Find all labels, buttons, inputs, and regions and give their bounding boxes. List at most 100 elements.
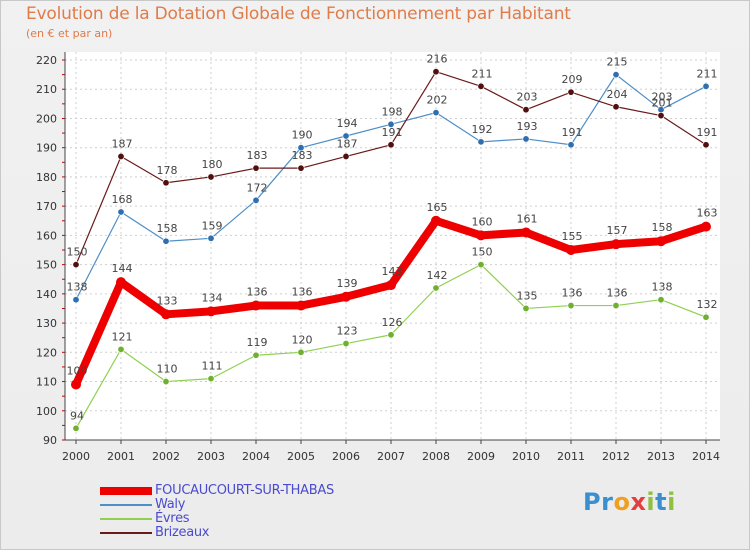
data-label-vres: 94 bbox=[70, 409, 84, 422]
data-point-foucaucourt-sur-thabas bbox=[611, 239, 621, 250]
data-point-foucaucourt-sur-thabas bbox=[341, 291, 351, 302]
data-label-brizeaux: 180 bbox=[202, 158, 223, 171]
legend-label: Évres bbox=[155, 511, 190, 526]
chart-subtitle: (en € et par an) bbox=[26, 27, 113, 40]
data-label-foucaucourt-sur-thabas: 136 bbox=[292, 286, 313, 299]
data-point-vres bbox=[387, 331, 395, 339]
x-tick-label: 2006 bbox=[332, 450, 360, 463]
data-label-foucaucourt-sur-thabas: 136 bbox=[247, 286, 268, 299]
data-point-vres bbox=[342, 340, 350, 348]
data-label-waly: 193 bbox=[517, 120, 538, 133]
data-point-waly bbox=[387, 120, 395, 128]
y-tick-label: 210 bbox=[36, 83, 57, 96]
data-label-waly: 198 bbox=[382, 105, 403, 118]
legend-label: FOUCAUCOURT-SUR-THABAS bbox=[155, 483, 334, 498]
data-label-brizeaux: 209 bbox=[562, 73, 583, 86]
y-tick-label: 120 bbox=[36, 346, 57, 359]
data-point-vres bbox=[612, 302, 620, 310]
x-tick-label: 2000 bbox=[62, 450, 90, 463]
data-point-vres bbox=[657, 296, 665, 304]
data-label-waly: 211 bbox=[697, 67, 718, 80]
data-point-foucaucourt-sur-thabas bbox=[161, 309, 171, 320]
data-point-foucaucourt-sur-thabas bbox=[566, 245, 576, 255]
data-point-vres bbox=[162, 378, 170, 386]
x-tick-label: 2002 bbox=[152, 450, 180, 463]
data-label-vres: 110 bbox=[157, 363, 178, 376]
data-point-brizeaux bbox=[387, 141, 395, 149]
data-point-vres bbox=[432, 284, 440, 292]
x-tick-label: 2009 bbox=[467, 450, 495, 463]
x-tick-label: 2011 bbox=[557, 450, 585, 463]
data-point-foucaucourt-sur-thabas bbox=[206, 306, 216, 317]
data-point-waly bbox=[207, 234, 215, 242]
data-label-foucaucourt-sur-thabas: 134 bbox=[202, 291, 223, 304]
data-label-waly: 194 bbox=[337, 117, 358, 130]
x-tick-label: 2005 bbox=[287, 450, 315, 463]
data-label-brizeaux: 150 bbox=[67, 246, 88, 259]
data-point-brizeaux bbox=[117, 152, 125, 160]
data-point-foucaucourt-sur-thabas bbox=[701, 221, 711, 232]
data-point-brizeaux bbox=[252, 164, 260, 172]
data-point-brizeaux bbox=[522, 106, 530, 114]
data-point-waly bbox=[522, 135, 530, 143]
data-point-foucaucourt-sur-thabas bbox=[476, 230, 486, 241]
data-label-foucaucourt-sur-thabas: 144 bbox=[112, 262, 133, 275]
data-label-foucaucourt-sur-thabas: 163 bbox=[697, 207, 718, 220]
data-label-vres: 150 bbox=[472, 246, 493, 259]
data-label-brizeaux: 191 bbox=[382, 126, 403, 139]
data-label-vres: 126 bbox=[382, 316, 403, 329]
data-point-waly bbox=[477, 138, 485, 146]
legend-label: Brizeaux bbox=[155, 525, 210, 540]
data-point-foucaucourt-sur-thabas bbox=[116, 277, 126, 288]
data-point-vres bbox=[72, 424, 80, 432]
data-label-vres: 111 bbox=[202, 360, 223, 373]
data-label-foucaucourt-sur-thabas: 139 bbox=[337, 277, 358, 290]
legend-item: Évres bbox=[100, 511, 420, 526]
proxiti-logo: Proxiti bbox=[583, 488, 676, 516]
data-point-foucaucourt-sur-thabas bbox=[251, 300, 261, 311]
data-point-foucaucourt-sur-thabas bbox=[521, 227, 531, 238]
legend-swatch bbox=[100, 532, 152, 534]
x-tick-label: 2010 bbox=[512, 450, 540, 463]
data-label-vres: 136 bbox=[562, 287, 583, 300]
data-point-waly bbox=[702, 82, 710, 90]
data-label-vres: 138 bbox=[652, 281, 673, 294]
data-point-waly bbox=[342, 132, 350, 140]
data-label-foucaucourt-sur-thabas: 157 bbox=[607, 224, 628, 237]
y-tick-label: 190 bbox=[36, 142, 57, 155]
y-tick-label: 100 bbox=[36, 405, 57, 418]
data-label-waly: 168 bbox=[112, 193, 133, 206]
data-point-vres bbox=[567, 302, 575, 310]
data-label-vres: 119 bbox=[247, 336, 268, 349]
legend-swatch bbox=[100, 487, 152, 495]
data-label-brizeaux: 204 bbox=[607, 88, 628, 101]
data-label-vres: 123 bbox=[337, 325, 358, 338]
data-label-waly: 190 bbox=[292, 129, 313, 142]
data-point-vres bbox=[702, 313, 710, 321]
data-point-waly bbox=[567, 141, 575, 149]
data-label-foucaucourt-sur-thabas: 155 bbox=[562, 230, 583, 243]
data-label-foucaucourt-sur-thabas: 109 bbox=[67, 364, 88, 377]
y-tick-label: 170 bbox=[36, 200, 57, 213]
data-point-brizeaux bbox=[477, 82, 485, 90]
data-label-foucaucourt-sur-thabas: 158 bbox=[652, 221, 673, 234]
data-label-foucaucourt-sur-thabas: 133 bbox=[157, 294, 178, 307]
data-point-foucaucourt-sur-thabas bbox=[431, 215, 441, 226]
data-label-foucaucourt-sur-thabas: 143 bbox=[382, 265, 403, 278]
data-point-waly bbox=[432, 109, 440, 117]
x-tick-label: 2013 bbox=[647, 450, 675, 463]
data-point-foucaucourt-sur-thabas bbox=[71, 379, 81, 390]
y-tick-label: 220 bbox=[36, 54, 57, 67]
data-point-brizeaux bbox=[702, 141, 710, 149]
x-tick-label: 2004 bbox=[242, 450, 270, 463]
data-label-waly: 215 bbox=[607, 56, 628, 69]
y-tick-label: 150 bbox=[36, 259, 57, 272]
legend-item: FOUCAUCOURT-SUR-THABAS bbox=[100, 483, 420, 498]
data-point-foucaucourt-sur-thabas bbox=[656, 236, 666, 247]
data-label-waly: 172 bbox=[247, 181, 268, 194]
data-point-waly bbox=[252, 196, 260, 204]
data-label-vres: 121 bbox=[112, 330, 133, 343]
data-point-waly bbox=[72, 296, 80, 304]
data-label-waly: 202 bbox=[427, 94, 448, 107]
data-point-waly bbox=[297, 144, 305, 152]
